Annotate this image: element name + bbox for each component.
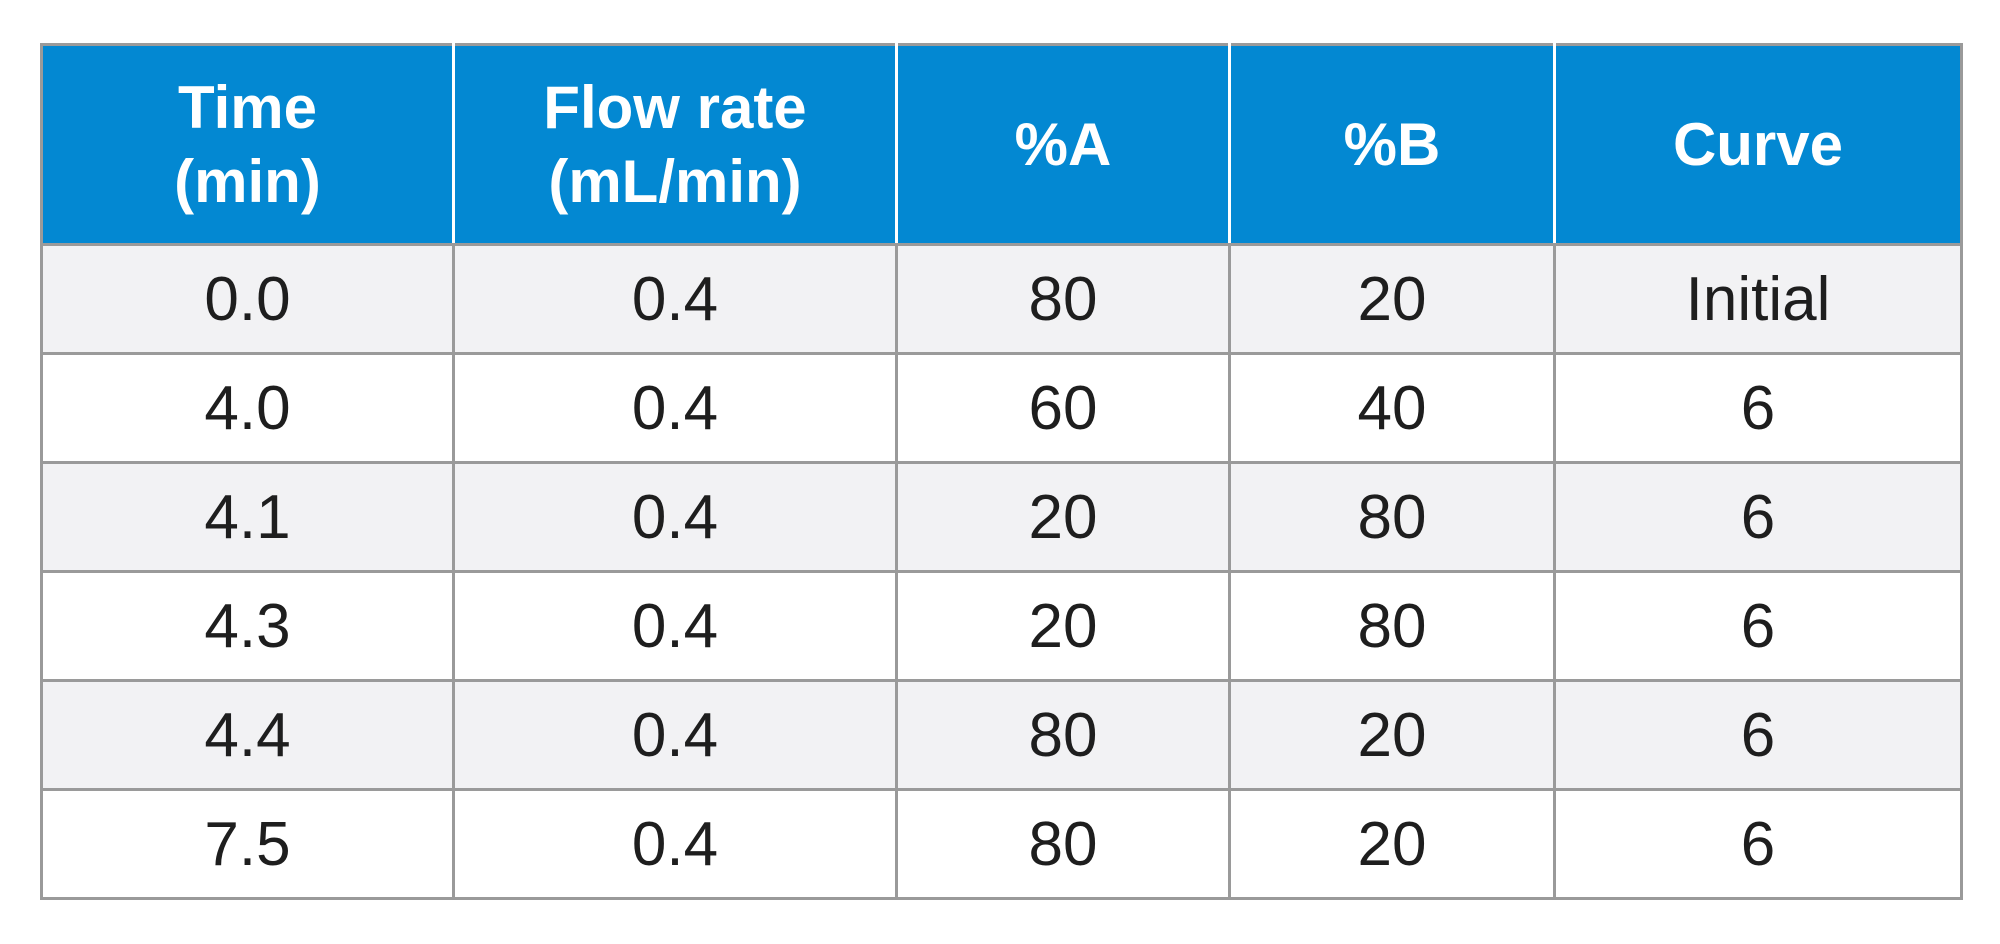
header-row: Time (min) Flow rate (mL/min) %A %B Curv… (40, 43, 1963, 246)
cell-curve: 6 (1553, 461, 1963, 573)
header-percent-b-label: %B (1343, 110, 1441, 178)
header-percent-b: %B (1228, 43, 1556, 246)
cell-time: 0.0 (40, 243, 455, 355)
header-flow-rate-line1: Flow rate (543, 73, 807, 141)
table-row: 4.4 0.4 80 20 6 (40, 679, 1963, 791)
gradient-table-container: Time (min) Flow rate (mL/min) %A %B Curv… (40, 43, 1963, 900)
cell-percent-b: 20 (1228, 788, 1556, 900)
table-row: 4.1 0.4 20 80 6 (40, 461, 1963, 573)
cell-percent-b: 80 (1228, 570, 1556, 682)
cell-curve: Initial (1553, 243, 1963, 355)
cell-percent-a: 80 (895, 243, 1231, 355)
cell-percent-a: 20 (895, 570, 1231, 682)
cell-percent-a: 20 (895, 461, 1231, 573)
cell-percent-b: 20 (1228, 243, 1556, 355)
cell-flow-rate: 0.4 (452, 352, 898, 464)
cell-time: 4.1 (40, 461, 455, 573)
table-row: 4.3 0.4 20 80 6 (40, 570, 1963, 682)
cell-curve: 6 (1553, 679, 1963, 791)
cell-curve: 6 (1553, 352, 1963, 464)
cell-flow-rate: 0.4 (452, 243, 898, 355)
cell-flow-rate: 0.4 (452, 788, 898, 900)
cell-percent-b: 20 (1228, 679, 1556, 791)
cell-flow-rate: 0.4 (452, 461, 898, 573)
header-time: Time (min) (40, 43, 455, 246)
cell-percent-a: 60 (895, 352, 1231, 464)
table-header: Time (min) Flow rate (mL/min) %A %B Curv… (40, 43, 1963, 246)
cell-flow-rate: 0.4 (452, 679, 898, 791)
cell-time: 7.5 (40, 788, 455, 900)
header-time-line1: Time (178, 73, 317, 141)
table-row: 4.0 0.4 60 40 6 (40, 352, 1963, 464)
cell-percent-a: 80 (895, 788, 1231, 900)
header-flow-rate: Flow rate (mL/min) (452, 43, 898, 246)
header-curve: Curve (1553, 43, 1963, 246)
header-flow-rate-line2: (mL/min) (548, 147, 802, 215)
cell-time: 4.0 (40, 352, 455, 464)
header-percent-a: %A (895, 43, 1231, 246)
cell-percent-b: 40 (1228, 352, 1556, 464)
cell-flow-rate: 0.4 (452, 570, 898, 682)
header-curve-label: Curve (1672, 110, 1844, 178)
cell-time: 4.4 (40, 679, 455, 791)
table-row: 7.5 0.4 80 20 6 (40, 788, 1963, 900)
cell-percent-a: 80 (895, 679, 1231, 791)
cell-time: 4.3 (40, 570, 455, 682)
cell-percent-b: 80 (1228, 461, 1556, 573)
table-row: 0.0 0.4 80 20 Initial (40, 243, 1963, 355)
cell-curve: 6 (1553, 570, 1963, 682)
table-body: 0.0 0.4 80 20 Initial 4.0 0.4 60 40 6 4.… (40, 243, 1963, 900)
cell-curve: 6 (1553, 788, 1963, 900)
header-time-line2: (min) (174, 147, 321, 215)
header-percent-a-label: %A (1014, 110, 1112, 178)
gradient-table: Time (min) Flow rate (mL/min) %A %B Curv… (40, 43, 1963, 900)
